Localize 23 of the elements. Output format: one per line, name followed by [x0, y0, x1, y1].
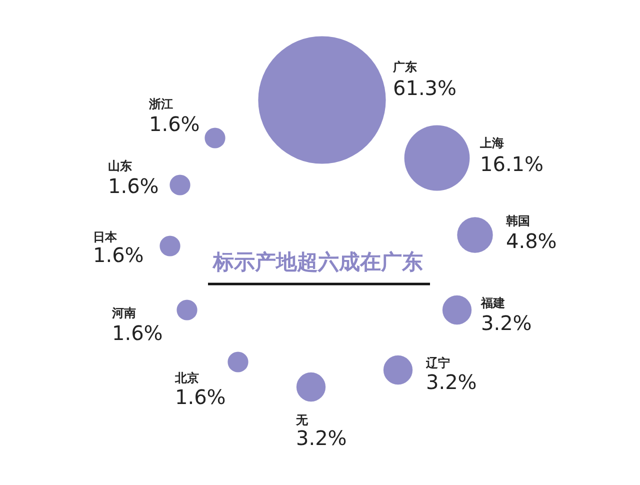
data-label: 1.6% [112, 321, 163, 345]
category-label: 韩国 [505, 214, 530, 228]
data-label: 3.2% [296, 426, 347, 450]
category-label: 辽宁 [425, 356, 450, 370]
data-label: 1.6% [93, 243, 144, 267]
category-label: 广东 [392, 60, 417, 74]
category-label: 河南 [111, 306, 136, 320]
category-label: 浙江 [148, 97, 173, 111]
text: 标示产地超六成在广东 [212, 250, 423, 274]
category-label: 无 [295, 413, 309, 427]
data-label: 16.1% [480, 152, 544, 176]
category-label: 山东 [108, 159, 132, 173]
category-label: 福建 [480, 296, 505, 310]
category-label: 北京 [174, 371, 199, 385]
data-label: 1.6% [149, 112, 200, 136]
category-label: 日本 [93, 230, 118, 244]
data-label: 3.2% [481, 311, 532, 335]
data-label: 4.8% [506, 229, 557, 253]
data-label: 3.2% [426, 370, 477, 394]
data-label: 1.6% [175, 385, 226, 409]
category-label: 上海 [479, 136, 504, 150]
data-label: 61.3% [393, 76, 457, 100]
data-label: 1.6% [108, 174, 159, 198]
